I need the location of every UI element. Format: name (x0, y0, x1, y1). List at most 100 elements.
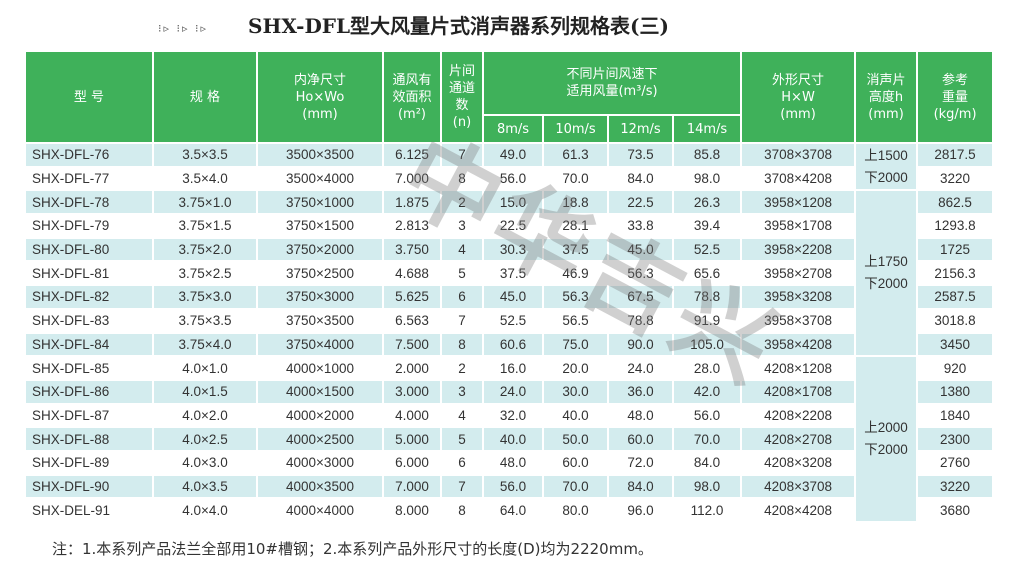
outer-size-cell: 3958×1708 (742, 215, 855, 237)
channels-cell: 2 (442, 191, 482, 214)
table-body: SHX-DFL-76 3.5×3.5 3500×3500 6.125 7 49.0 61.3… (26, 144, 993, 521)
outer-size-cell: 3958×3208 (742, 286, 855, 308)
table-row: SHX-DFL-84 3.75×4.0 3750×4000 7.500 8 60.6 75.… (26, 333, 993, 356)
model-cell: SHX-DFL-84 (26, 333, 152, 356)
flow-10-cell: 56.3 (544, 286, 607, 308)
spec-table: 型 号 规 格 内净尺寸 Ho×Wo (mm) 通风有 效面积 (m²) 片间 通道数 (n… (24, 50, 994, 523)
channels-cell: 3 (442, 380, 482, 403)
flow-14-cell: 28.0 (674, 357, 741, 379)
inner-size-cell: 4000×2000 (258, 404, 382, 427)
header-speed-12: 12m/s (609, 116, 672, 142)
flow-14-cell: 78.8 (674, 286, 741, 308)
flow-14-cell: 42.0 (674, 380, 741, 403)
flow-12-cell: 33.8 (609, 215, 672, 237)
spec-cell: 3.5×4.0 (154, 167, 256, 190)
model-cell: SHX-DFL-79 (26, 215, 152, 237)
spec-cell: 4.0×1.5 (154, 380, 256, 403)
flow-14-cell: 39.4 (674, 215, 741, 237)
blade-height-cell: 上1500 下2000 (856, 144, 917, 190)
blade-height-bottom: 下2000 (864, 442, 908, 458)
flow-14-cell: 26.3 (674, 191, 741, 214)
flow-10-cell: 70.0 (544, 475, 607, 498)
weight-cell: 2587.5 (918, 286, 993, 308)
model-cell: SHX-DFL-83 (26, 309, 152, 332)
inner-size-cell: 3500×4000 (258, 167, 382, 190)
title-decoration: ⁝▹ ⁝▹ ⁝▹ (158, 22, 209, 35)
channels-cell: 2 (442, 357, 482, 379)
header-effective-area: 通风有 效面积 (m²) (384, 52, 440, 142)
inner-size-cell: 3750×1000 (258, 191, 382, 214)
header-model: 型 号 (26, 52, 152, 142)
model-cell: SHX-DFL-89 (26, 451, 152, 474)
spec-cell: 4.0×2.0 (154, 404, 256, 427)
flow-8-cell: 22.5 (484, 215, 542, 237)
outer-size-cell: 3958×3708 (742, 309, 855, 332)
flow-10-cell: 50.0 (544, 428, 607, 450)
blade-height-top: 上1500 (864, 147, 908, 163)
flow-10-cell: 20.0 (544, 357, 607, 379)
channels-cell: 6 (442, 286, 482, 308)
channels-cell: 5 (442, 262, 482, 285)
inner-size-cell: 4000×1000 (258, 357, 382, 379)
flow-10-cell: 18.8 (544, 191, 607, 214)
flow-8-cell: 15.0 (484, 191, 542, 214)
inner-size-cell: 3750×2000 (258, 238, 382, 261)
model-cell: SHX-DFL-90 (26, 475, 152, 498)
area-cell: 8.000 (384, 499, 440, 521)
flow-12-cell: 36.0 (609, 380, 672, 403)
channels-cell: 7 (442, 144, 482, 166)
model-cell: SHX-DEL-91 (26, 499, 152, 521)
inner-size-cell: 3750×3000 (258, 286, 382, 308)
outer-size-cell: 3708×3708 (742, 144, 855, 166)
flow-10-cell: 40.0 (544, 404, 607, 427)
inner-size-cell: 3500×3500 (258, 144, 382, 166)
model-cell: SHX-DFL-85 (26, 357, 152, 379)
flow-8-cell: 16.0 (484, 357, 542, 379)
spec-cell: 4.0×2.5 (154, 428, 256, 450)
flow-14-cell: 56.0 (674, 404, 741, 427)
model-cell: SHX-DFL-76 (26, 144, 152, 166)
flow-8-cell: 45.0 (484, 286, 542, 308)
flow-14-cell: 98.0 (674, 167, 741, 190)
spec-cell: 4.0×3.5 (154, 475, 256, 498)
inner-size-cell: 3750×3500 (258, 309, 382, 332)
model-cell: SHX-DFL-77 (26, 167, 152, 190)
area-cell: 7.500 (384, 333, 440, 356)
spec-cell: 3.75×2.0 (154, 238, 256, 261)
table-row: SHX-DEL-91 4.0×4.0 4000×4000 8.000 8 64.0 80.0… (26, 499, 993, 521)
model-cell: SHX-DFL-78 (26, 191, 152, 214)
blade-height-top: 上1750 (864, 254, 908, 270)
spec-cell: 4.0×3.0 (154, 451, 256, 474)
model-cell: SHX-DFL-88 (26, 428, 152, 450)
area-cell: 6.125 (384, 144, 440, 166)
blade-height-top: 上2000 (864, 420, 908, 436)
table-row: SHX-DFL-83 3.75×3.5 3750×3500 6.563 7 52.5 56.… (26, 309, 993, 332)
flow-10-cell: 80.0 (544, 499, 607, 521)
channels-cell: 5 (442, 428, 482, 450)
flow-12-cell: 84.0 (609, 167, 672, 190)
spec-cell: 4.0×1.0 (154, 357, 256, 379)
flow-12-cell: 24.0 (609, 357, 672, 379)
flow-10-cell: 28.1 (544, 215, 607, 237)
weight-cell: 1840 (918, 404, 993, 427)
channels-cell: 8 (442, 499, 482, 521)
channels-cell: 7 (442, 309, 482, 332)
flow-14-cell: 52.5 (674, 238, 741, 261)
flow-12-cell: 60.0 (609, 428, 672, 450)
flow-10-cell: 70.0 (544, 167, 607, 190)
inner-size-cell: 4000×2500 (258, 428, 382, 450)
area-cell: 5.000 (384, 428, 440, 450)
flow-14-cell: 85.8 (674, 144, 741, 166)
flow-10-cell: 30.0 (544, 380, 607, 403)
header-blade-height: 消声片 高度h (mm) (856, 52, 917, 142)
flow-12-cell: 56.3 (609, 262, 672, 285)
table-row: SHX-DFL-78 3.75×1.0 3750×1000 1.875 2 15.0 18.… (26, 191, 993, 356)
outer-size-cell: 4208×2208 (742, 404, 855, 427)
weight-cell: 1293.8 (918, 215, 993, 237)
weight-cell: 3018.8 (918, 309, 993, 332)
flow-12-cell: 22.5 (609, 191, 672, 214)
flow-12-cell: 48.0 (609, 404, 672, 427)
channels-cell: 6 (442, 451, 482, 474)
header-spec: 规 格 (154, 52, 256, 142)
flow-12-cell: 78.8 (609, 309, 672, 332)
